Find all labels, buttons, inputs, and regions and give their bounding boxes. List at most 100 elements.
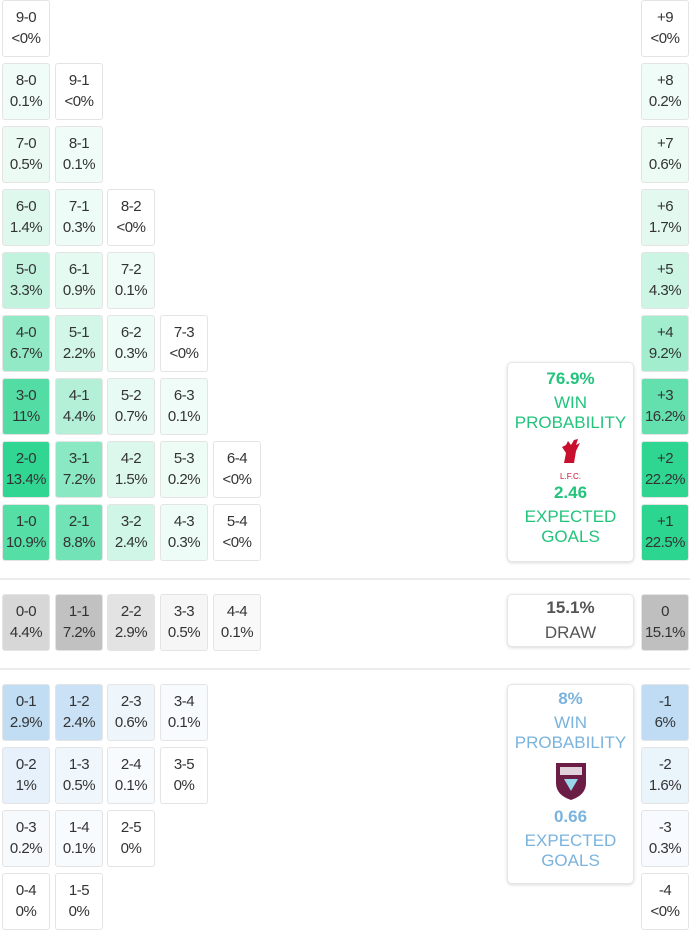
margin-cell: 0 15.1% bbox=[641, 594, 689, 651]
scoreline-cell: 7-2 0.1% bbox=[107, 252, 155, 309]
probability-value: 0.1% bbox=[114, 282, 148, 299]
probability-value: 1% bbox=[15, 777, 37, 794]
probability-value: <0% bbox=[169, 345, 199, 362]
probability-value: 0% bbox=[173, 777, 195, 794]
scoreline-cell: 4-0 6.7% bbox=[2, 315, 50, 372]
scoreline-cell: 3-3 0.5% bbox=[160, 594, 208, 651]
margin-cell: +6 1.7% bbox=[641, 189, 689, 246]
score-label: +6 bbox=[656, 198, 674, 215]
score-label: -4 bbox=[658, 882, 672, 899]
scoreline-cell: 4-3 0.3% bbox=[160, 504, 208, 561]
score-label: 3-2 bbox=[120, 513, 142, 530]
probability-value: 2.4% bbox=[114, 534, 148, 551]
scoreline-cell: 2-3 0.6% bbox=[107, 684, 155, 741]
probability-value: 0.1% bbox=[9, 93, 43, 110]
scoreline-cell: 5-2 0.7% bbox=[107, 378, 155, 435]
probability-value: 0.5% bbox=[62, 777, 96, 794]
score-label: +7 bbox=[656, 135, 674, 152]
score-label: 4-3 bbox=[173, 513, 195, 530]
score-label: 0 bbox=[661, 603, 669, 620]
probability-value: 1.4% bbox=[9, 219, 43, 236]
scoreline-cell: 2-2 2.9% bbox=[107, 594, 155, 651]
scoreline-cell: 4-2 1.5% bbox=[107, 441, 155, 498]
probability-value: 15.1% bbox=[644, 624, 686, 641]
probability-value: 3.3% bbox=[9, 282, 43, 299]
margin-cell: -4 <0% bbox=[641, 873, 689, 930]
margin-cell: +3 16.2% bbox=[641, 378, 689, 435]
score-label: 0-0 bbox=[15, 603, 37, 620]
score-label: 6-0 bbox=[15, 198, 37, 215]
score-label: 8-2 bbox=[120, 198, 142, 215]
scoreline-cell: 5-3 0.2% bbox=[160, 441, 208, 498]
score-label: +4 bbox=[656, 324, 674, 341]
scoreline-cell: 6-4 <0% bbox=[213, 441, 261, 498]
scoreline-cell: 2-0 13.4% bbox=[2, 441, 50, 498]
score-label: 7-3 bbox=[173, 324, 195, 341]
away-win-pct: 8% bbox=[558, 689, 583, 708]
scoreline-cell: 1-1 7.2% bbox=[55, 594, 103, 651]
probability-value: 1.6% bbox=[648, 777, 682, 794]
probability-value: 1.5% bbox=[114, 471, 148, 488]
score-label: 4-4 bbox=[226, 603, 248, 620]
probability-value: 10.9% bbox=[5, 534, 47, 551]
probability-value: <0% bbox=[116, 219, 146, 236]
burnley-crest-icon bbox=[554, 761, 588, 801]
probability-value: 2.2% bbox=[62, 345, 96, 362]
goals-label: GOALS bbox=[541, 851, 600, 870]
probability-value: 9.2% bbox=[648, 345, 682, 362]
probability-value: 0.6% bbox=[114, 714, 148, 731]
probability-label: PROBABILITY bbox=[514, 413, 627, 432]
probability-label: PROBABILITY bbox=[514, 733, 627, 752]
score-label: +8 bbox=[656, 72, 674, 89]
probability-value: 0.3% bbox=[648, 840, 682, 857]
scoreline-cell: 9-0 <0% bbox=[2, 0, 50, 57]
score-label: 2-4 bbox=[120, 756, 142, 773]
win-label: WIN bbox=[553, 393, 588, 412]
scoreline-cell: 4-4 0.1% bbox=[213, 594, 261, 651]
scoreline-cell: 0-2 1% bbox=[2, 747, 50, 804]
scoreline-cell: 3-1 7.2% bbox=[55, 441, 103, 498]
score-label: 4-2 bbox=[120, 450, 142, 467]
probability-value: 11% bbox=[12, 408, 40, 425]
score-label: -1 bbox=[658, 693, 672, 710]
score-label: 3-5 bbox=[173, 756, 195, 773]
score-label: 4-0 bbox=[15, 324, 37, 341]
score-label: +1 bbox=[656, 513, 674, 530]
probability-value: 1.7% bbox=[648, 219, 682, 236]
margin-cell: -1 6% bbox=[641, 684, 689, 741]
probability-value: <0% bbox=[64, 93, 94, 110]
probability-value: 4.3% bbox=[648, 282, 682, 299]
scoreline-cell: 8-2 <0% bbox=[107, 189, 155, 246]
probability-value: 0% bbox=[120, 840, 142, 857]
probability-value: 0.3% bbox=[167, 534, 201, 551]
score-label: 3-3 bbox=[173, 603, 195, 620]
probability-value: 0.2% bbox=[167, 471, 201, 488]
score-label: 3-1 bbox=[68, 450, 90, 467]
probability-value: 6.7% bbox=[9, 345, 43, 362]
score-label: 2-3 bbox=[120, 693, 142, 710]
probability-value: 6% bbox=[654, 714, 676, 731]
margin-cell: +2 22.2% bbox=[641, 441, 689, 498]
score-label: +2 bbox=[656, 450, 674, 467]
probability-value: 0.5% bbox=[167, 624, 201, 641]
margin-cell: +9 <0% bbox=[641, 0, 689, 57]
probability-value: <0% bbox=[11, 30, 41, 47]
scoreline-cell: 0-1 2.9% bbox=[2, 684, 50, 741]
expected-label: EXPECTED bbox=[524, 507, 617, 526]
margin-cell: +5 4.3% bbox=[641, 252, 689, 309]
scoreline-cell: 7-3 <0% bbox=[160, 315, 208, 372]
liverpool-crest-icon: L.F.C. bbox=[556, 437, 586, 481]
divider bbox=[0, 578, 690, 580]
score-label: 1-3 bbox=[68, 756, 90, 773]
score-label: 7-2 bbox=[120, 261, 142, 278]
score-label: 6-4 bbox=[226, 450, 248, 467]
scoreline-cell: 3-5 0% bbox=[160, 747, 208, 804]
score-label: 5-3 bbox=[173, 450, 195, 467]
scoreline-cell: 6-1 0.9% bbox=[55, 252, 103, 309]
probability-value: 0.1% bbox=[220, 624, 254, 641]
score-label: 1-5 bbox=[68, 882, 90, 899]
score-label: +3 bbox=[656, 387, 674, 404]
score-label: 6-2 bbox=[120, 324, 142, 341]
score-label: 2-5 bbox=[120, 819, 142, 836]
scoreline-cell: 5-4 <0% bbox=[213, 504, 261, 561]
